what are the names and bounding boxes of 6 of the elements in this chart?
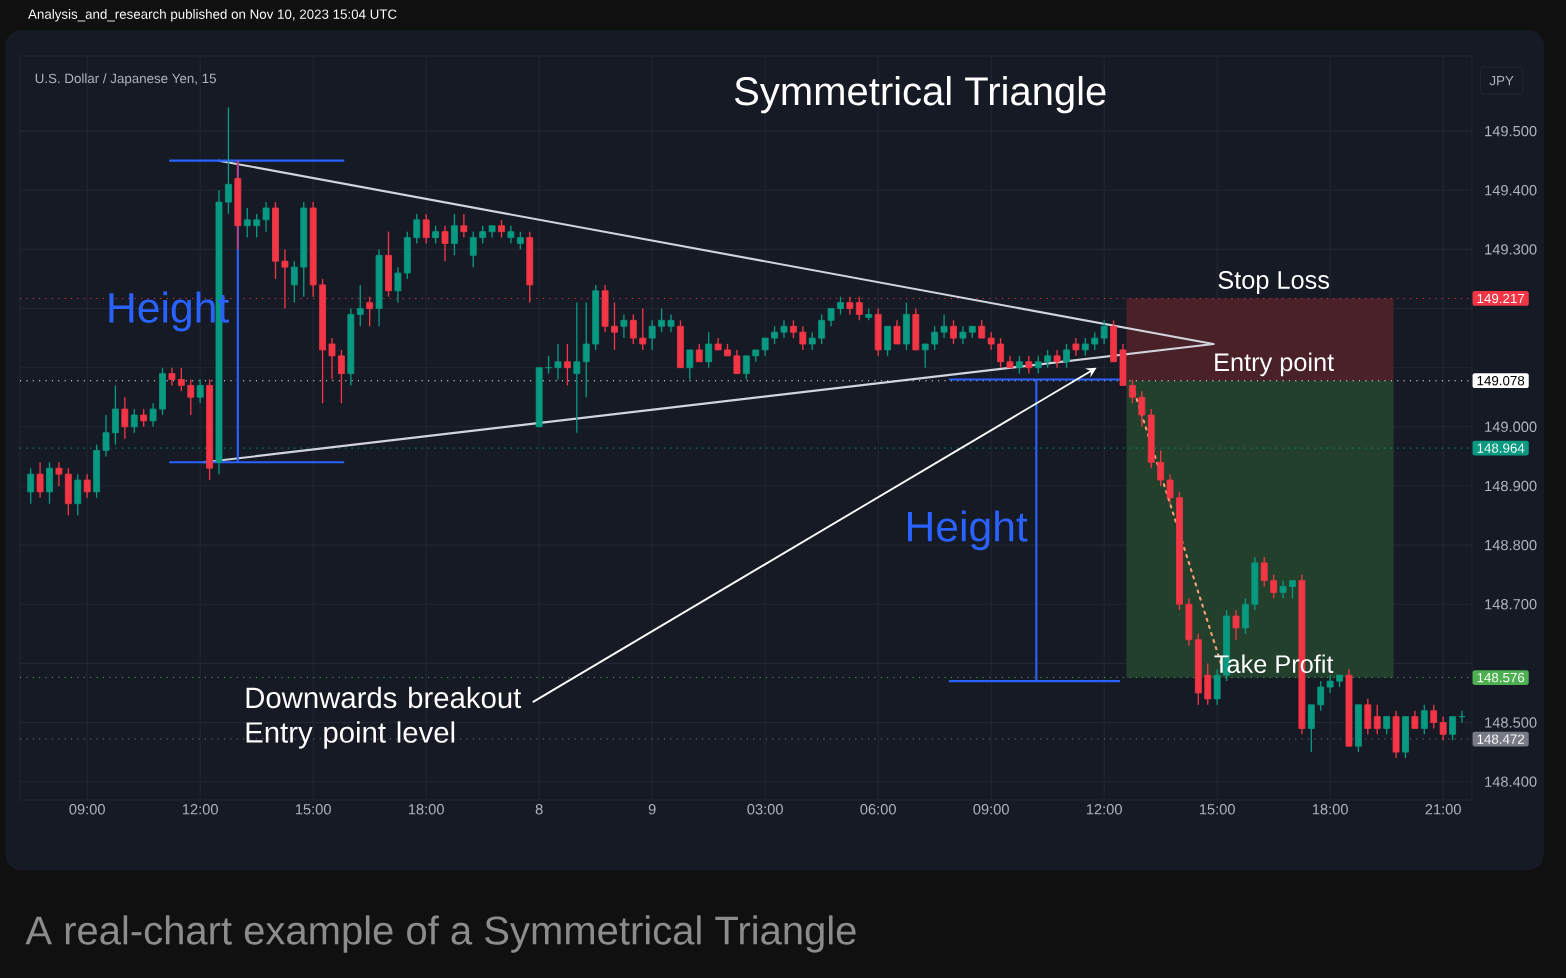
- annotation: Stop Loss: [1218, 270, 1330, 294]
- series-label: Height: [907, 510, 1028, 551]
- annotation: Entry point: [1215, 352, 1334, 377]
- chart-title: Symmetrical Triangle: [735, 76, 1106, 114]
- text: A real-chart example of a Symmetrical Triangle: [25, 915, 856, 953]
- annotation: Downwards breakout Entry point level: [246, 686, 522, 749]
